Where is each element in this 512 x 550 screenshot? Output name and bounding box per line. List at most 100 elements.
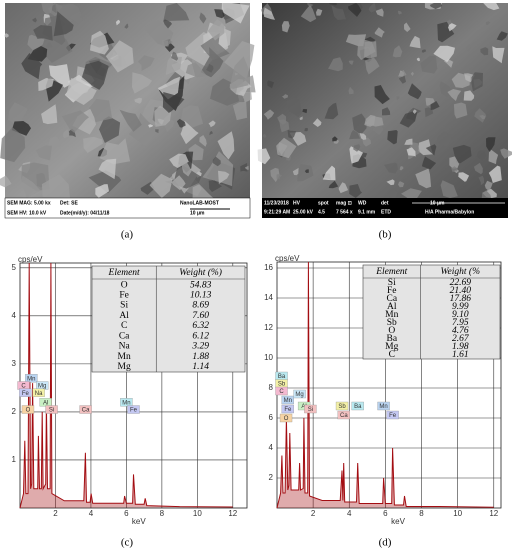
texture <box>38 78 54 91</box>
texture <box>359 133 367 140</box>
info-text: HV <box>293 200 301 206</box>
peak-label: O <box>284 416 289 422</box>
texture <box>399 166 404 171</box>
texture <box>488 149 499 165</box>
table-cell: 2.67 <box>452 334 470 344</box>
peak-label-box <box>279 413 293 423</box>
texture <box>115 19 120 26</box>
texture <box>180 120 199 145</box>
texture <box>180 162 192 177</box>
texture <box>218 170 230 184</box>
texture <box>244 165 249 170</box>
texture <box>229 56 249 89</box>
texture <box>20 175 41 198</box>
texture <box>348 86 354 95</box>
x-tick-label: 10 <box>193 509 202 518</box>
table-cell: Ca <box>119 331 130 341</box>
info-text: spot <box>318 200 329 206</box>
peak-label-box <box>127 405 140 414</box>
peak-label-box <box>304 404 317 414</box>
table-cell: Si <box>388 278 396 288</box>
table-cell: Ca <box>386 294 397 304</box>
y-tick-label: 4 <box>269 443 274 452</box>
texture <box>404 22 411 32</box>
peak-label-box <box>19 388 32 397</box>
table-cell: Na <box>119 342 131 352</box>
texture <box>276 174 283 180</box>
table-cell: Fe <box>387 286 397 296</box>
texture <box>485 21 491 26</box>
texture <box>41 104 58 125</box>
texture <box>267 80 275 89</box>
texture <box>297 164 314 182</box>
info-text: Det: SE <box>60 200 78 206</box>
info-bar <box>4 197 251 219</box>
texture <box>214 9 225 19</box>
y-tick-label: 5 <box>12 263 17 272</box>
y-axis-label: cps/eV <box>275 254 300 263</box>
table-cell: 4.76 <box>452 326 469 336</box>
peak-label-box <box>351 401 364 411</box>
spectrum <box>276 261 494 509</box>
texture <box>348 3 362 17</box>
texture <box>207 19 225 41</box>
y-tick-label: 4 <box>12 311 17 320</box>
texture <box>425 144 437 156</box>
table-header: Element <box>108 268 140 278</box>
texture <box>425 97 436 106</box>
texture <box>209 131 213 136</box>
x-tick-label: 2 <box>53 509 58 518</box>
texture <box>124 23 129 29</box>
texture <box>348 60 354 65</box>
texture <box>68 11 83 24</box>
table-cell: 7.60 <box>192 311 209 321</box>
texture <box>447 89 462 101</box>
texture <box>208 180 223 192</box>
texture <box>221 3 250 24</box>
x-tick-label: 6 <box>383 509 388 518</box>
texture <box>163 19 172 29</box>
texture <box>168 40 173 45</box>
texture <box>316 8 323 16</box>
texture <box>398 69 407 77</box>
texture <box>338 182 349 194</box>
texture <box>200 32 230 61</box>
table-cell: 1.88 <box>192 352 209 362</box>
table-bg <box>91 265 246 373</box>
texture <box>128 112 158 147</box>
table-cell: Mg <box>118 362 131 372</box>
texture <box>415 168 432 189</box>
texture <box>401 188 422 198</box>
texture <box>292 167 299 176</box>
table-cell: 6.32 <box>192 321 209 331</box>
x-tick-label: 4 <box>89 509 94 518</box>
peak-label-box <box>275 386 288 396</box>
texture <box>99 116 121 143</box>
texture <box>430 101 440 110</box>
peak-label: Ba <box>278 374 286 380</box>
peak-label-box <box>293 389 306 399</box>
texture <box>277 113 287 125</box>
table-cell: 3.29 <box>191 342 209 352</box>
texture <box>399 75 406 84</box>
info-text: Date(m/d/y): 04/11/18 <box>60 210 110 216</box>
table-cell: C <box>121 321 127 331</box>
table-cell: 1.98 <box>452 342 469 352</box>
table-cell: Fe <box>119 291 129 301</box>
texture <box>11 121 32 136</box>
texture <box>410 71 414 76</box>
texture <box>322 165 336 181</box>
info-text: mag ⊡ <box>336 200 352 206</box>
table-cell: 8.69 <box>192 301 209 311</box>
texture <box>458 172 470 182</box>
table-cell: Mn <box>118 352 131 362</box>
info-text: 9:21:29 AM <box>264 209 290 215</box>
texture <box>163 3 190 22</box>
info-text: NanoLAB-MOST <box>180 200 219 206</box>
texture <box>349 130 361 140</box>
texture <box>155 129 159 134</box>
y-tick-label: 1 <box>12 455 17 464</box>
peak-label: Ca <box>340 413 348 419</box>
